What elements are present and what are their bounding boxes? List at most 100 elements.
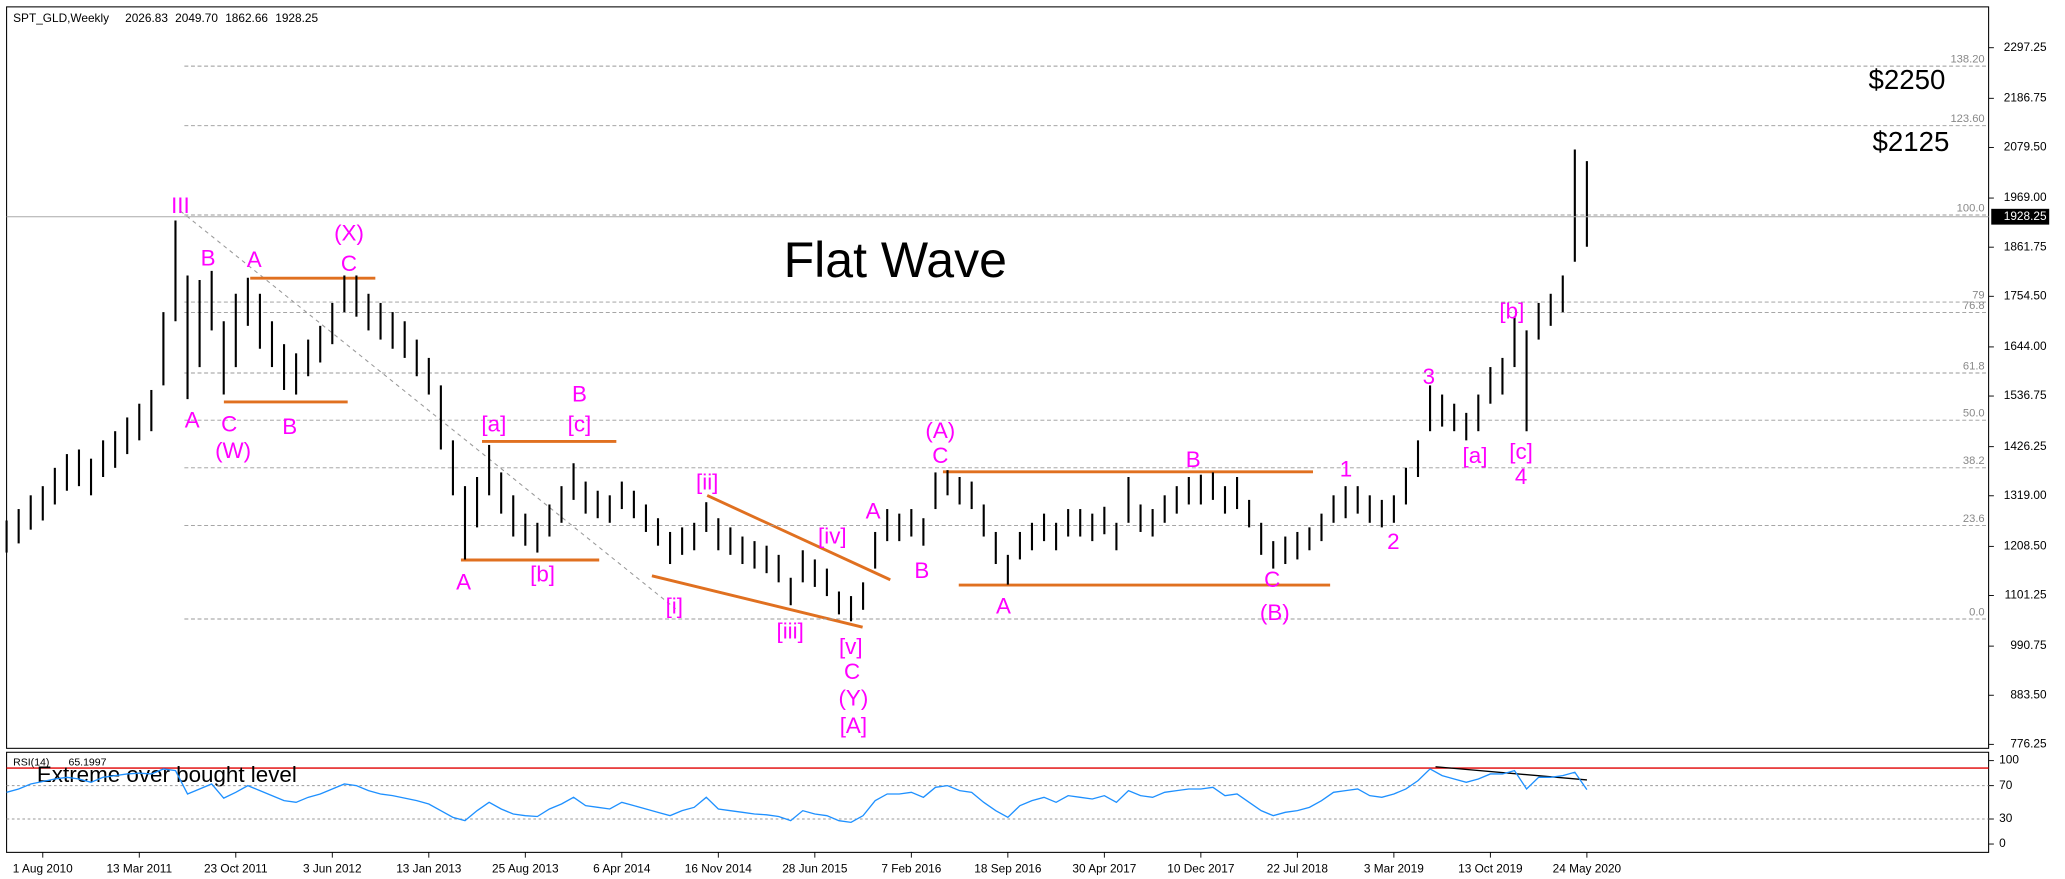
x-tick-label: 3 Jun 2012	[303, 862, 362, 876]
fib-label: 38.2	[1963, 455, 1985, 467]
wave-label: 4	[1515, 464, 1527, 489]
y-tick-label: 2079.50	[2004, 140, 2047, 154]
x-tick-label: 18 Sep 2016	[974, 862, 1042, 876]
wave-label: [iii]	[776, 618, 803, 643]
wave-label: C	[844, 659, 860, 684]
wave-label: [A]	[840, 713, 867, 738]
wave-label: A	[456, 570, 471, 595]
rsi-tick-label: 100	[1999, 753, 2019, 767]
wave-label: 1	[1340, 456, 1352, 481]
y-tick-label: 990.75	[2010, 638, 2047, 652]
wave-label: B	[914, 558, 929, 583]
wave-label: A	[996, 593, 1011, 618]
price-tag	[1991, 208, 2050, 225]
wave-label: [v]	[839, 634, 863, 659]
y-tick-label: 1644.00	[2004, 339, 2047, 353]
y-tick-label: 883.50	[2010, 687, 2047, 701]
fib-label: 138.20	[1950, 54, 1984, 66]
header-value: 1862.66	[225, 11, 268, 25]
wave-label: [b]	[1499, 298, 1524, 323]
x-tick-label: 24 May 2020	[1553, 862, 1622, 876]
trend-line	[706, 494, 891, 582]
wave-label: (W)	[215, 438, 251, 463]
rsi-tick-label: 70	[1999, 778, 2013, 792]
wave-label: (A)	[925, 418, 955, 443]
x-tick-label: 23 Oct 2011	[204, 862, 268, 876]
rsi-last: 65.1997	[68, 757, 106, 769]
fib-label: 23.6	[1963, 513, 1985, 525]
trend-lines	[223, 276, 1331, 629]
y-tick-label: 2297.25	[2004, 40, 2047, 54]
fib-label: 79	[1972, 289, 1984, 301]
x-tick-label: 13 Oct 2019	[1458, 862, 1523, 876]
rsi-tick-label: 30	[1999, 811, 2013, 825]
header-symbol: SPT_GLD,Weekly	[13, 11, 109, 25]
wave-label: [i]	[666, 593, 683, 618]
target-label: $2250	[1869, 64, 1946, 95]
wave-label: B	[572, 381, 587, 406]
price-tag-label: 1928.25	[2004, 209, 2047, 223]
y-tick-label: 1426.25	[2004, 439, 2047, 453]
header-value: 1928.25	[275, 11, 318, 25]
wave-label: III	[171, 193, 190, 218]
wave-label: 3	[1423, 364, 1435, 389]
x-tick-label: 25 Aug 2013	[492, 862, 559, 876]
wave-label: B	[1186, 447, 1201, 472]
rsi-tick-label: 0	[1999, 836, 2006, 850]
wave-label: [c]	[568, 412, 592, 437]
x-tick-label: 28 Jun 2015	[782, 862, 848, 876]
wave-label: [c]	[1509, 439, 1533, 464]
rsi-panel	[6, 751, 1990, 853]
fib-label: 123.60	[1950, 113, 1984, 125]
wave-label: (X)	[334, 221, 364, 246]
wave-label: [iv]	[818, 524, 847, 549]
fib-label: 100.0	[1957, 202, 1985, 214]
x-tick-label: 13 Jan 2013	[396, 862, 462, 876]
y-tick-label: 1861.75	[2004, 239, 2047, 253]
wave-label: 2	[1387, 529, 1399, 554]
wave-label: [ii]	[696, 470, 718, 495]
x-tick-label: 30 Apr 2017	[1072, 862, 1136, 876]
rsi-name: RSI(14)	[13, 757, 49, 769]
wave-label: C	[932, 443, 948, 468]
wave-label: C	[221, 412, 237, 437]
y-tick-label: 1319.00	[2004, 488, 2047, 502]
fib-label: 0.0	[1969, 606, 1985, 618]
wave-label: (B)	[1260, 600, 1290, 625]
fib-label: 50.0	[1963, 408, 1985, 420]
wave-label: [b]	[530, 562, 555, 587]
main-panel	[6, 6, 1990, 749]
fib-label: 76.8	[1963, 300, 1985, 312]
header-value: 2026.83	[125, 11, 168, 25]
y-tick-label: 2186.75	[2004, 90, 2047, 104]
wave-label: [a]	[1463, 443, 1488, 468]
trend-line	[651, 574, 863, 629]
wave-label: (Y)	[838, 686, 868, 711]
chart-title: Flat Wave	[784, 232, 1007, 288]
rsi-line	[6, 768, 1588, 824]
wave-label: B	[282, 414, 297, 439]
x-tick-label: 3 Mar 2019	[1364, 862, 1424, 876]
y-tick-label: 1536.75	[2004, 388, 2047, 402]
x-tick-label: 6 Apr 2014	[593, 862, 651, 876]
y-tick-label: 1208.50	[2004, 539, 2047, 553]
target-label: $2125	[1872, 126, 1949, 157]
wave-label: B	[201, 246, 216, 271]
y-tick-label: 1101.25	[2005, 588, 2047, 602]
y-tick-label: 1754.50	[2004, 288, 2047, 302]
wave-label: A	[185, 408, 200, 433]
x-tick-label: 13 Mar 2011	[106, 862, 172, 876]
wave-label: C	[1264, 567, 1280, 592]
wave-label: A	[247, 247, 262, 272]
y-tick-label: 1969.00	[2004, 190, 2047, 204]
x-tick-label: 10 Dec 2017	[1167, 862, 1234, 876]
wave-label: C	[341, 251, 357, 276]
wave-label: [a]	[481, 412, 506, 437]
fib-label: 61.8	[1963, 360, 1985, 372]
rsi-note: Extreme over bought level	[37, 762, 297, 787]
x-tick-label: 7 Feb 2016	[881, 862, 941, 876]
y-tick-label: 776.25	[2010, 736, 2047, 750]
rsi-trend-line	[1435, 766, 1587, 781]
